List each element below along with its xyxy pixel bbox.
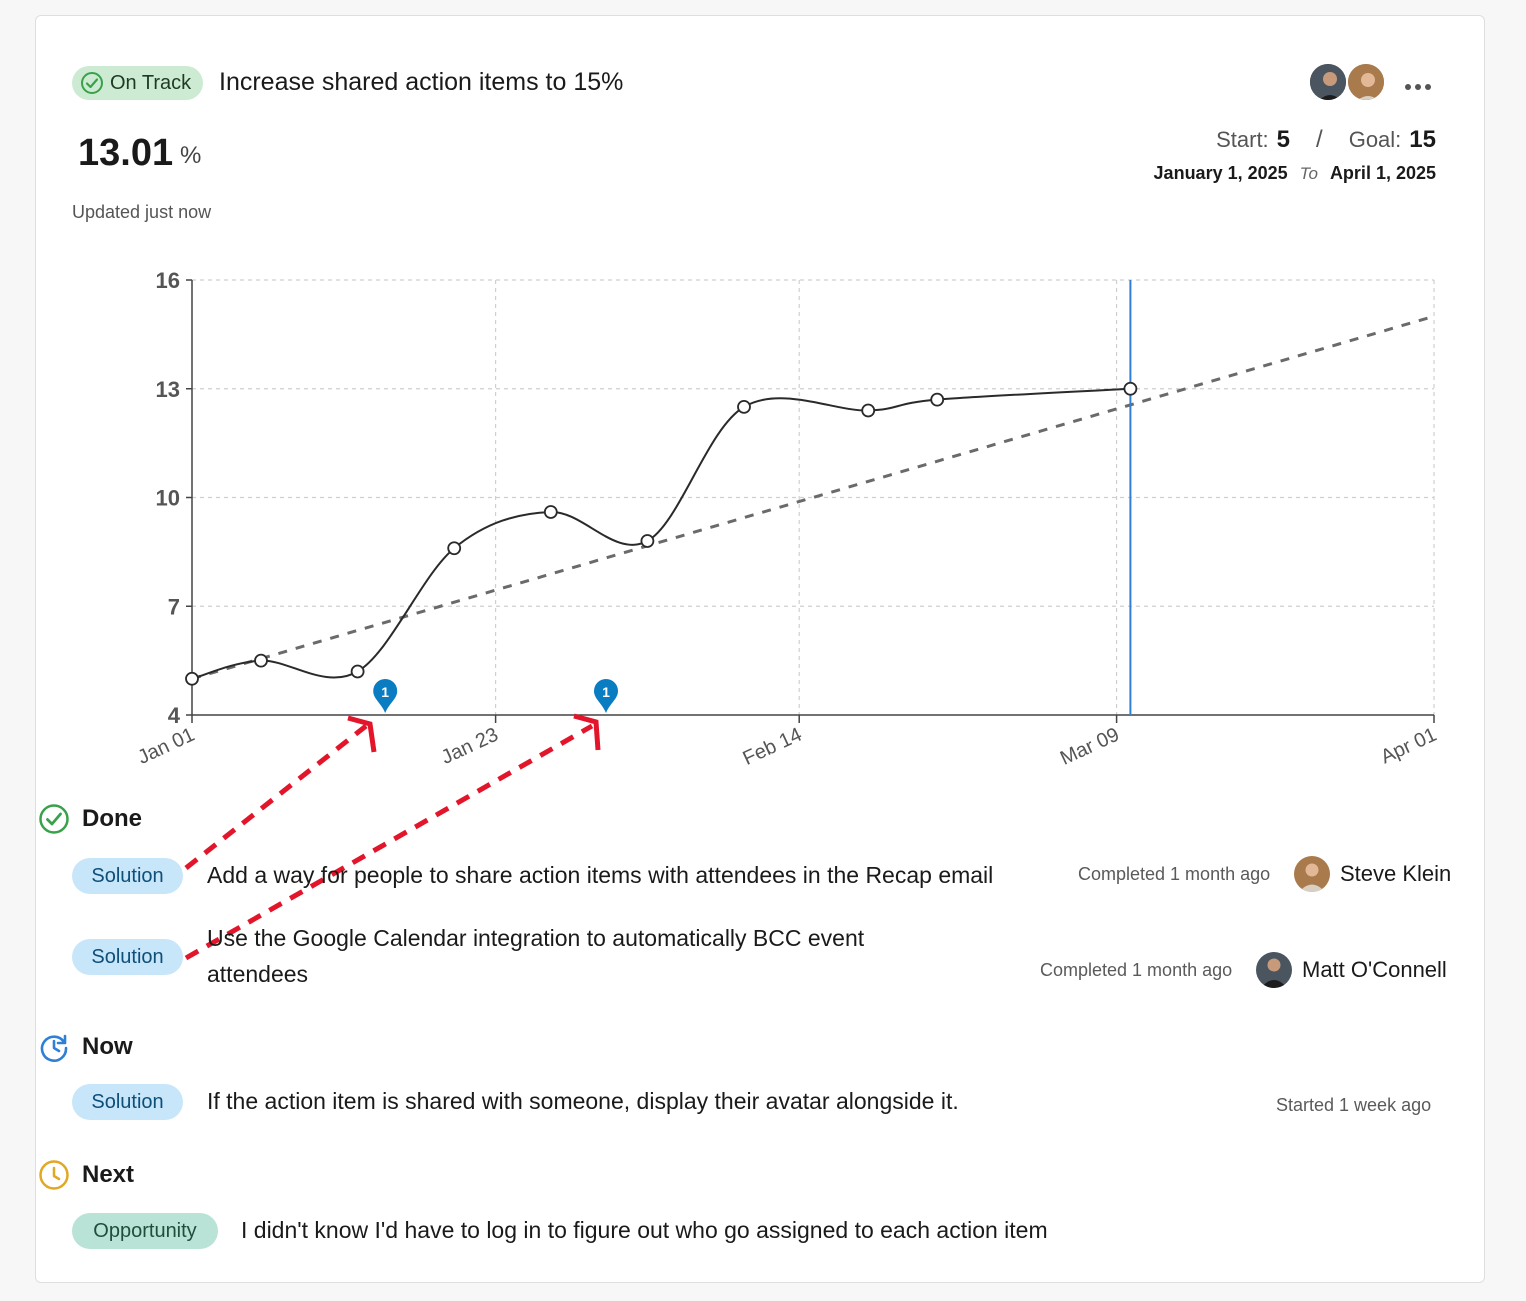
annotation-arrow [184,724,368,870]
now-item-1-text[interactable]: If the action item is shared with someon… [207,1088,959,1114]
section-next-header: Next [38,1159,134,1191]
data-point [930,392,945,407]
done-item-1-text[interactable]: Add a way for people to share action ite… [207,862,994,888]
to-label: To [1299,164,1318,183]
tag-solution[interactable]: Solution [72,858,183,894]
data-point [640,534,655,548]
avatar[interactable] [1308,62,1348,102]
data-point [254,653,268,668]
x-tick-label: Jan 23 [438,724,502,769]
avatar [1294,856,1330,892]
milestone-pin[interactable]: 1 [373,679,398,713]
done-item-2-line2: attendees [207,961,309,987]
x-tick-label: Jan 01 [134,724,198,769]
annotation-arrowhead [347,715,377,753]
data-point [447,541,462,556]
tag-opportunity[interactable]: Opportunity [72,1213,218,1249]
data-point [350,664,365,679]
goal-label: Goal: [1348,127,1402,152]
section-done-label: Done [82,805,142,832]
done-item-2-meta: Completed 1 month ago [1040,960,1233,980]
tag-solution[interactable]: Solution [72,1084,183,1120]
data-point [1123,381,1138,396]
data-point [861,403,876,418]
check-circle-icon [81,72,103,94]
done-item-1-meta: Completed 1 month ago [1078,864,1271,884]
milestone-pin[interactable]: 1 [594,679,618,713]
y-tick-label: 13 [156,377,180,402]
end-date: April 1, 2025 [1329,163,1436,183]
annotation-arrow [184,723,594,961]
y-tick-label: 7 [168,594,180,619]
section-now-label: Now [82,1033,133,1060]
data-point [185,671,199,686]
person-name: Matt O'Connell [1302,957,1447,982]
next-item-1-text[interactable]: I didn't know I'd have to log in to figu… [241,1217,1048,1243]
section-now-header: Now [38,1031,133,1063]
annotation-arrowhead [573,713,601,751]
more-options-button[interactable] [1404,68,1432,99]
clock-icon [39,1160,69,1190]
start-value: 5 [1276,126,1291,153]
current-value: 13.01 [78,132,174,174]
pin-label: 1 [602,684,610,700]
actual-line [191,387,1131,680]
person-name: Steve Klein [1340,861,1452,886]
date-range: January 1, 2025 To April 1, 2025 [1154,163,1436,184]
goal-title: Increase shared action items to 15% [219,68,624,96]
x-tick-label: Mar 09 [1057,724,1123,770]
data-point [737,399,751,414]
y-tick-label: 4 [168,703,181,728]
status-badge[interactable]: On Track [72,66,204,100]
pin-label: 1 [381,684,389,700]
start-goal: Start: 5 / Goal: 15 [1216,126,1436,154]
x-tick-label: Apr 01 [1377,724,1440,769]
status-label: On Track [110,71,192,94]
check-circle-icon [39,804,69,834]
done-item-1-person[interactable]: Steve Klein [1294,856,1451,892]
section-next-label: Next [82,1161,135,1188]
done-item-2-person[interactable]: Matt O'Connell [1256,952,1447,988]
updated-text: Updated just now [72,202,212,222]
start-date: January 1, 2025 [1153,163,1288,183]
goal-card: On Track Increase shared action items to… [35,15,1485,1283]
now-item-1-meta: Started 1 week ago [1276,1095,1432,1115]
done-item-2-line1: Use the Google Calendar integration to a… [207,925,865,951]
refresh-clock-icon [40,1034,68,1062]
tag-solution[interactable]: Solution [72,939,183,975]
section-done-header: Done [38,803,142,835]
separator: / [1316,126,1323,153]
goal-value: 15 [1409,126,1436,153]
avatar [1256,952,1292,988]
owner-avatars[interactable] [1308,62,1388,104]
avatar[interactable] [1346,62,1386,102]
pin-icon [373,679,398,713]
ellipsis-icon [1405,84,1431,90]
value-unit: % [180,142,202,169]
y-tick-label: 16 [156,268,180,293]
y-tick-label: 10 [156,486,180,511]
start-label: Start: [1216,127,1269,152]
pin-icon [594,679,618,713]
data-point [543,505,558,519]
x-tick-label: Feb 14 [740,724,806,770]
done-item-2-text[interactable]: Use the Google Calendar integration to a… [207,920,864,992]
